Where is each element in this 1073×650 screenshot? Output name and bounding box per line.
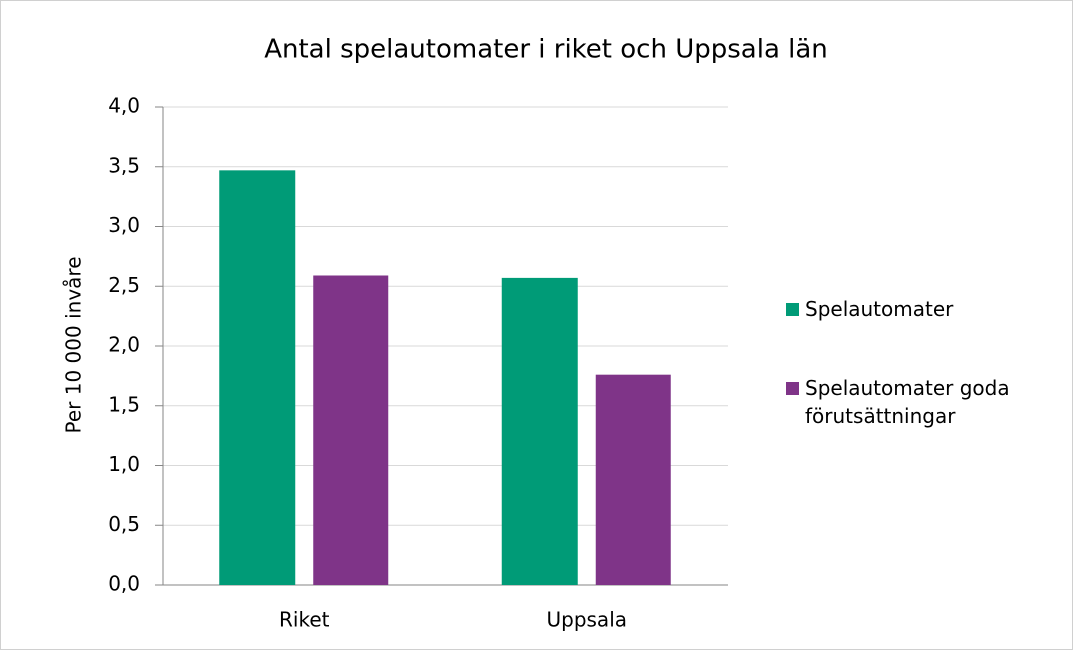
y-tick-label: 0,0 (108, 572, 140, 596)
legend-item: Spelautomater (786, 295, 1056, 323)
y-tick-label: 3,5 (108, 153, 140, 177)
legend-label: Spelautomater (805, 297, 954, 321)
bar (219, 170, 296, 585)
y-tick-label: 1,0 (108, 452, 140, 476)
x-tick-label: Riket (279, 608, 330, 632)
y-tick-label: 4,0 (108, 94, 140, 118)
y-tick-label: 2,5 (108, 273, 140, 297)
bar (595, 374, 671, 585)
y-tick-label: 3,0 (108, 213, 140, 237)
x-tick-label: Uppsala (546, 608, 627, 632)
legend-label: Spelautomater goda förutsättningar (805, 376, 1010, 428)
legend-swatch (786, 303, 799, 316)
legend-item: Spelautomater goda förutsättningar (786, 374, 1056, 430)
y-tick-label: 0,5 (108, 512, 140, 536)
y-tick-label: 2,0 (108, 333, 140, 357)
legend-swatch (786, 382, 799, 395)
bar (501, 277, 578, 585)
y-axis-title: Per 10 000 invåre (62, 257, 86, 434)
y-tick-label: 1,5 (108, 392, 140, 416)
bar (313, 275, 389, 585)
chart-title: Antal spelautomater i riket och Uppsala … (264, 35, 828, 65)
